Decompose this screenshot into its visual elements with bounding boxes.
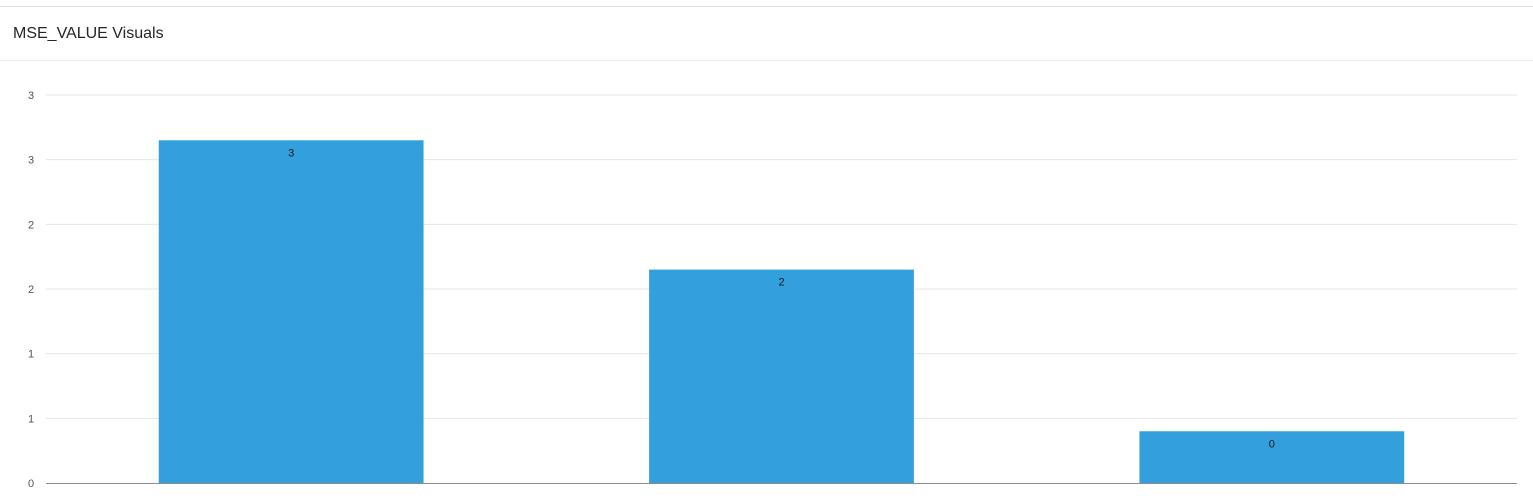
top-divider — [0, 6, 1533, 7]
y-tick-label: 3 — [28, 90, 34, 102]
y-tick-label: 1 — [28, 413, 34, 425]
bars — [158, 140, 1405, 483]
y-tick-label: 1 — [28, 349, 34, 361]
data-label: 2 — [778, 277, 784, 289]
y-tick-label: 0 — [28, 478, 34, 490]
data-label: 0 — [1269, 438, 1275, 450]
y-axis-ticks: 0 1 1 2 2 3 3 — [28, 90, 34, 490]
data-label: 3 — [288, 147, 294, 159]
panel-title: MSE_VALUE Visuals — [13, 25, 164, 42]
data-labels: 3 2 0 — [288, 147, 1275, 450]
y-tick-label: 3 — [28, 155, 34, 167]
bar — [1139, 431, 1405, 483]
bar — [158, 140, 424, 483]
y-tick-label: 2 — [28, 219, 34, 231]
y-tick-label: 2 — [28, 284, 34, 296]
bar — [649, 269, 914, 483]
panel-header: MSE_VALUE Visuals — [0, 7, 1533, 61]
